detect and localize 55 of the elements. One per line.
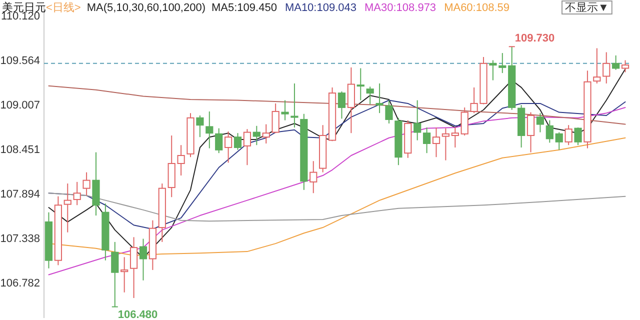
candlestick bbox=[120, 256, 128, 293]
annotation: 109.730 bbox=[514, 32, 555, 45]
candlestick bbox=[73, 181, 81, 206]
candlestick bbox=[376, 82, 384, 114]
candlestick bbox=[243, 128, 252, 166]
candlestick bbox=[281, 100, 289, 121]
candlestick bbox=[300, 113, 308, 190]
annotation: MA(5,10,30,60,100,200) bbox=[86, 2, 206, 14]
candlestick bbox=[262, 124, 270, 144]
candlestick bbox=[148, 220, 156, 270]
candlestick bbox=[252, 125, 260, 146]
chart-subtitle: <日线> bbox=[46, 1, 81, 14]
candlestick bbox=[584, 70, 592, 149]
candlestick bbox=[92, 152, 100, 216]
candlestick bbox=[64, 183, 72, 233]
candlestick bbox=[612, 54, 620, 70]
y-tick-label: 107.894 bbox=[0, 188, 40, 201]
y-tick-label: 108.451 bbox=[0, 144, 40, 156]
candlestick bbox=[602, 52, 610, 84]
line-series bbox=[48, 192, 626, 222]
candlestick bbox=[206, 110, 214, 149]
text: MA60:108.59 bbox=[444, 2, 510, 14]
y-tick-label: 109.564 bbox=[0, 54, 40, 67]
candlestick bbox=[347, 66, 355, 134]
text: MA5:109.450 bbox=[212, 2, 277, 14]
candlestick bbox=[44, 212, 53, 269]
annotation: 106.480 bbox=[118, 308, 158, 320]
candlestick bbox=[310, 160, 318, 194]
text: MA10:109.043 bbox=[284, 2, 356, 14]
y-tick-label: 110.120 bbox=[1, 10, 40, 22]
candlestick bbox=[414, 100, 422, 141]
y-tick-label: 107.338 bbox=[0, 233, 40, 246]
candlestick bbox=[111, 241, 119, 308]
candlestick bbox=[290, 82, 298, 128]
candlestick bbox=[432, 126, 440, 158]
line-series bbox=[48, 85, 626, 125]
candlestick bbox=[451, 126, 459, 148]
text: MA30:108.973 bbox=[364, 2, 436, 14]
y-tick-label: 106.782 bbox=[0, 278, 40, 290]
candlestick bbox=[442, 128, 450, 161]
candlestick bbox=[139, 238, 148, 281]
candlestick bbox=[356, 68, 364, 101]
candlestick bbox=[489, 60, 497, 81]
candlestick bbox=[224, 130, 232, 164]
candlestick bbox=[82, 172, 90, 196]
y-tick-label: 109.007 bbox=[0, 100, 40, 112]
candlestick bbox=[158, 183, 166, 242]
button: 不显示▼ bbox=[562, 0, 612, 14]
candlestick bbox=[422, 126, 431, 154]
candlestick bbox=[518, 104, 526, 148]
candlestick bbox=[130, 236, 138, 298]
line-series bbox=[48, 106, 626, 276]
candlestick bbox=[102, 203, 110, 261]
candlestick bbox=[498, 52, 506, 74]
annotation: 不显示▼ bbox=[565, 2, 609, 14]
